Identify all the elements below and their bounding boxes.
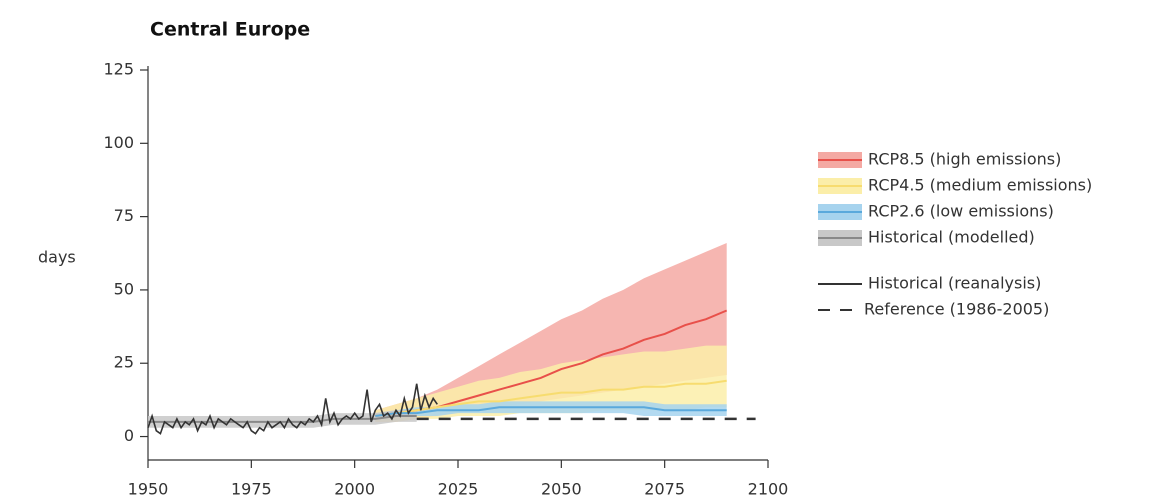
x-tick-label: 1950	[128, 480, 169, 499]
legend-label: Historical (modelled)	[868, 228, 1035, 247]
x-tick-label: 2100	[748, 480, 789, 499]
y-tick-label: 50	[114, 279, 134, 298]
legend-label: RCP4.5 (medium emissions)	[868, 176, 1092, 195]
legend-label: RCP8.5 (high emissions)	[868, 150, 1061, 169]
series-line	[375, 379, 727, 417]
y-tick-label: 25	[114, 353, 134, 372]
legend-label: Reference (1986-2005)	[864, 300, 1049, 319]
series-line	[147, 383, 438, 435]
legend-label: RCP2.6 (low emissions)	[868, 202, 1054, 221]
x-tick-label: 2050	[541, 480, 582, 499]
series-line	[375, 406, 727, 417]
y-tick-label: 75	[114, 206, 134, 225]
x-tick-label: 2000	[334, 480, 375, 499]
legend-label: Historical (reanalysis)	[868, 274, 1041, 293]
y-tick-label: 100	[103, 133, 134, 152]
chart-title: Central Europe	[150, 19, 310, 41]
x-tick-label: 2075	[644, 480, 685, 499]
x-tick-label: 2025	[438, 480, 479, 499]
x-tick-label: 1975	[231, 480, 272, 499]
y-tick-label: 125	[103, 60, 134, 79]
range-band	[375, 401, 727, 419]
y-axis-label: days	[38, 248, 76, 267]
y-tick-label: 0	[124, 426, 134, 445]
range-band	[148, 410, 417, 428]
